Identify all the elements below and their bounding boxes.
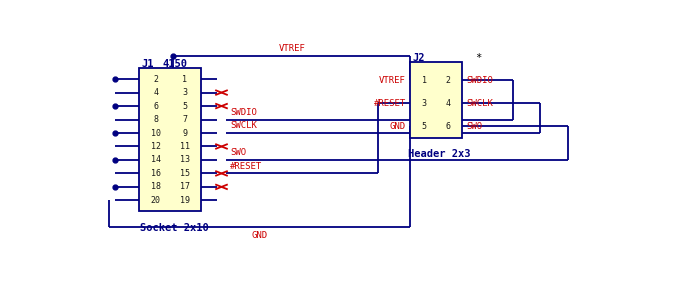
Text: 18: 18 — [151, 182, 161, 191]
Text: *: * — [475, 53, 482, 62]
Text: SWO: SWO — [230, 148, 246, 157]
Text: 19: 19 — [180, 196, 190, 205]
Text: Socket 2x10: Socket 2x10 — [140, 223, 209, 233]
Text: 9: 9 — [182, 128, 187, 137]
Text: 6: 6 — [153, 101, 158, 110]
Text: 4: 4 — [445, 99, 450, 108]
Bar — [139, 68, 202, 211]
Text: 1: 1 — [421, 76, 427, 85]
Text: 20: 20 — [151, 196, 161, 205]
Text: 1: 1 — [182, 75, 187, 84]
Text: SWCLK: SWCLK — [230, 121, 257, 130]
Text: SWCLK: SWCLK — [466, 99, 493, 108]
Text: SWO: SWO — [466, 122, 482, 131]
Text: 15: 15 — [180, 169, 190, 178]
Text: GND: GND — [252, 231, 268, 240]
Text: J1: J1 — [141, 59, 154, 69]
Text: SWDIO: SWDIO — [466, 76, 493, 85]
Text: J2: J2 — [412, 53, 425, 62]
Text: 3: 3 — [182, 88, 187, 97]
Text: 5: 5 — [182, 101, 187, 110]
Text: #RESET: #RESET — [374, 99, 406, 108]
Text: 7: 7 — [182, 115, 187, 124]
Text: 14: 14 — [151, 155, 161, 164]
Text: 13: 13 — [180, 155, 190, 164]
Text: 16: 16 — [151, 169, 161, 178]
Text: SWDIO: SWDIO — [230, 108, 257, 117]
Text: 4150: 4150 — [162, 59, 188, 69]
Text: Header 2x3: Header 2x3 — [407, 149, 470, 160]
Text: #RESET: #RESET — [230, 162, 262, 171]
Text: 8: 8 — [153, 115, 158, 124]
Text: 11: 11 — [180, 142, 190, 151]
Text: 17: 17 — [180, 182, 190, 191]
Text: 3: 3 — [421, 99, 427, 108]
Text: VTREF: VTREF — [379, 76, 406, 85]
Text: 4: 4 — [153, 88, 158, 97]
Text: 5: 5 — [421, 122, 427, 131]
Text: GND: GND — [390, 122, 406, 131]
Text: 10: 10 — [151, 128, 161, 137]
Text: 6: 6 — [445, 122, 450, 131]
Text: VTREF: VTREF — [279, 44, 305, 53]
Text: 2: 2 — [445, 76, 450, 85]
Text: 2: 2 — [153, 75, 158, 84]
Bar — [410, 62, 462, 138]
Text: 12: 12 — [151, 142, 161, 151]
